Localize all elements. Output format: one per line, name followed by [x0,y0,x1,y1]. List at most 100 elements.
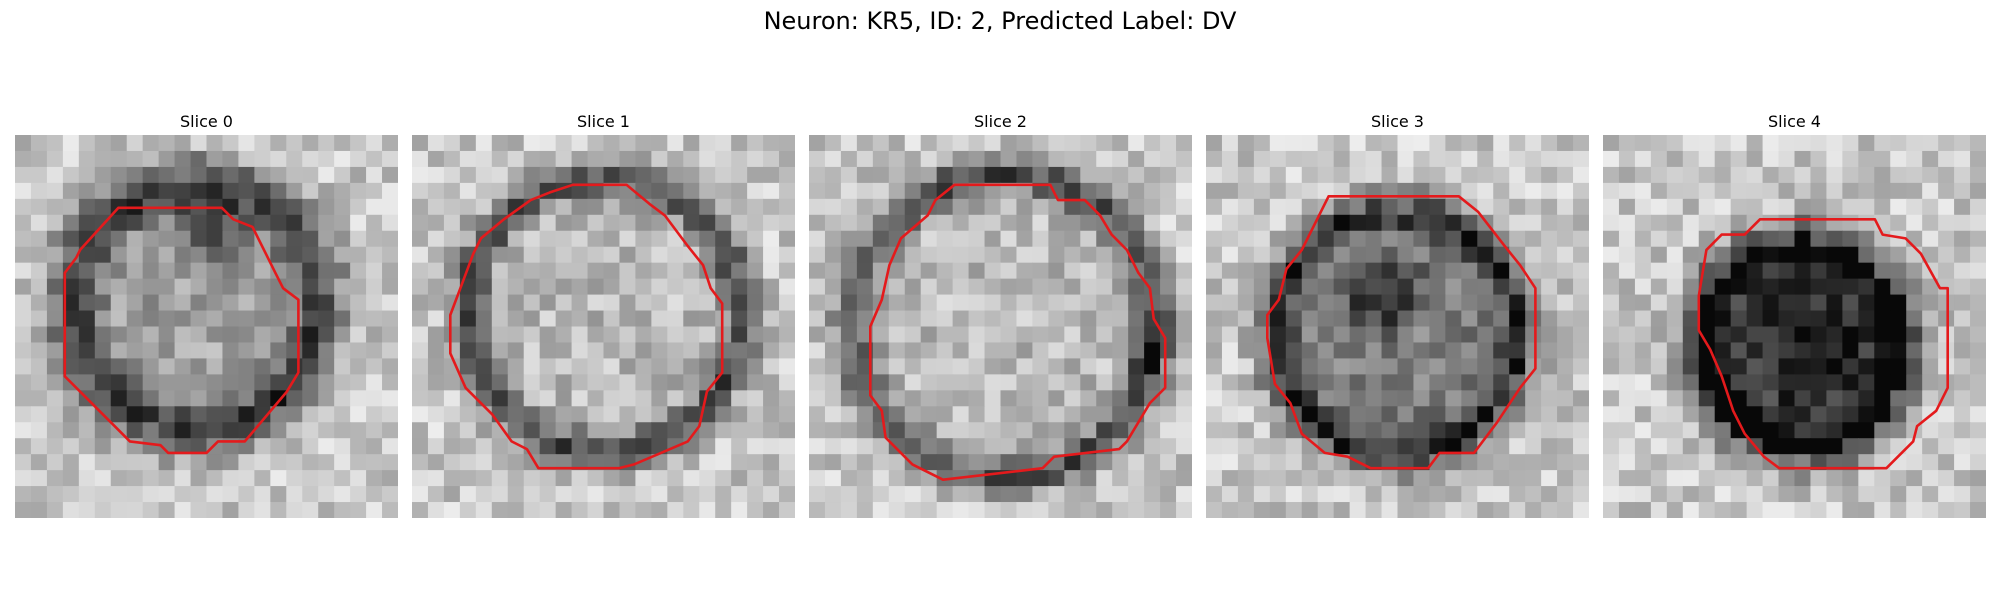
pixel [1285,166,1303,184]
pixel [555,198,573,216]
pixel [1826,262,1843,280]
pixel [1160,278,1177,296]
pixel [1237,230,1255,248]
pixel [1144,470,1161,487]
pixel [1970,278,1986,296]
pixel [1746,390,1764,407]
pixel [1509,422,1526,439]
pixel [1381,326,1399,344]
pixel [1682,358,1700,375]
pixel [1525,294,1542,312]
pixel [491,246,509,264]
pixel [1970,438,1986,455]
pixel [667,486,684,503]
pixel [270,166,287,184]
pixel [1682,438,1700,455]
pixel [1698,166,1716,184]
pixel [1048,406,1065,423]
pixel [968,182,986,200]
pixel [286,310,303,328]
pixel [222,182,240,200]
pixel [1603,406,1620,423]
pixel [443,486,461,503]
pixel [523,422,541,439]
pixel [1397,470,1415,487]
pixel [1794,486,1812,503]
pixel [1064,502,1081,518]
pixel [1970,470,1986,487]
pixel [1810,310,1828,328]
pixel [683,294,700,312]
pixel [619,310,637,328]
pixel [809,278,826,296]
pixel [1365,278,1383,296]
pixel [1603,422,1620,439]
pixel [1144,406,1161,423]
pixel [1253,246,1271,264]
pixel [334,262,351,280]
pixel [683,246,700,264]
pixel [904,374,922,391]
pixel [1826,278,1843,296]
pixel [936,310,954,328]
pixel [1810,470,1828,487]
pixel [779,150,795,168]
pixel [1253,150,1271,168]
pixel [46,278,64,296]
pixel [1762,390,1780,407]
pixel [747,438,764,455]
pixel [110,486,128,503]
pixel [1666,454,1684,471]
pixel [1970,342,1986,360]
slice-image [809,135,1192,518]
pixel [46,422,64,439]
pixel [1778,214,1796,232]
pixel [968,374,986,391]
pixel [1714,135,1732,152]
pixel [1954,166,1971,184]
pixel [1301,262,1319,280]
pixel [1618,150,1636,168]
pixel [1160,262,1177,280]
pixel [1794,294,1812,312]
pixel [1603,390,1620,407]
pixel [619,150,637,168]
pixel [1810,150,1828,168]
pixel [1429,454,1446,471]
pixel [15,166,32,184]
pixel [206,502,224,518]
pixel [1160,310,1177,328]
pixel [1032,198,1049,216]
pixel [856,486,874,503]
pixel [603,390,621,407]
pixel [334,326,351,344]
pixel [1634,262,1652,280]
pixel [126,374,144,391]
pixel [872,486,890,503]
pixel [1269,486,1287,503]
pixel [1128,374,1145,391]
pixel [1938,502,1955,518]
pixel [952,390,970,407]
pixel [491,390,509,407]
pixel [158,358,176,375]
pixel [968,278,986,296]
pixel [1429,135,1446,152]
pixel [270,230,287,248]
pixel [15,135,32,152]
pixel [1477,182,1494,200]
pixel [1858,358,1875,375]
pixel [1794,342,1812,360]
pixel [350,246,367,264]
pixel [1778,406,1796,423]
pixel [1317,358,1335,375]
pixel [254,326,271,344]
pixel [1762,198,1780,216]
pixel [142,310,160,328]
pixel [190,262,208,280]
pixel [94,342,112,360]
pixel [270,374,287,391]
pixel [920,406,938,423]
pixel [635,246,652,264]
pixel [1493,262,1510,280]
